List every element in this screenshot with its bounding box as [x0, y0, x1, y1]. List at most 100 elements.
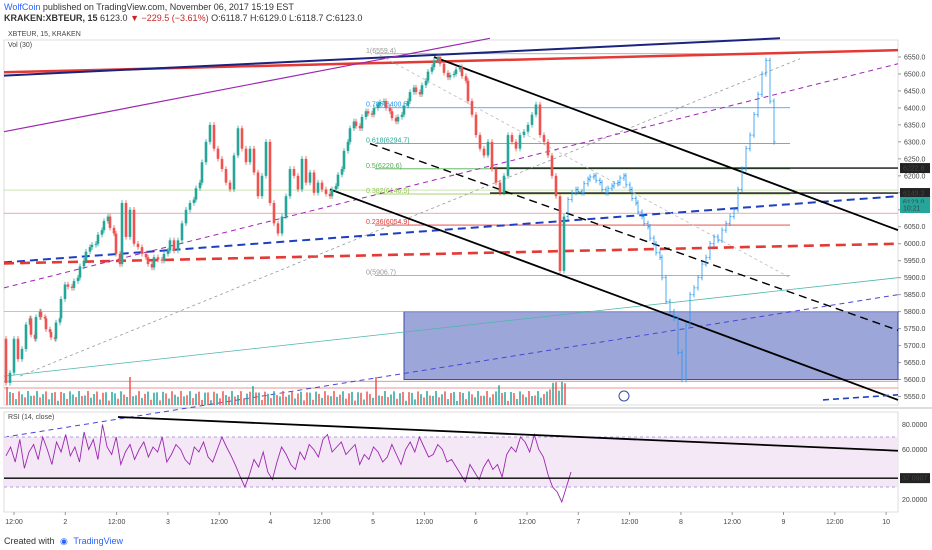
- candle-body: [228, 182, 232, 190]
- candle-body: [352, 121, 356, 129]
- candle-body: [558, 196, 562, 271]
- volume-bar: [480, 395, 482, 405]
- volume-bar: [333, 391, 335, 405]
- volume-bar: [384, 391, 386, 405]
- volume-bar: [111, 391, 113, 405]
- candle-body: [358, 126, 362, 129]
- candle-body: [506, 135, 510, 176]
- candle-body: [168, 240, 172, 251]
- volume-bar: [525, 397, 527, 405]
- candle-body: [140, 247, 144, 254]
- price-axis-label: 6200.0: [904, 173, 926, 180]
- candle-body: [82, 260, 86, 267]
- volume-bar: [267, 393, 269, 405]
- volume-bar: [84, 395, 86, 405]
- grey-dotted-trendline: [19, 58, 801, 377]
- time-axis-label: 12:00: [826, 519, 844, 526]
- candle-body: [208, 124, 212, 142]
- price-axis-badge: [900, 196, 930, 207]
- candle-body: [49, 332, 53, 338]
- volume-bar: [210, 400, 212, 405]
- volume-bar: [231, 391, 233, 405]
- candle-body: [260, 175, 264, 197]
- volume-bar: [342, 391, 344, 405]
- candle-body: [334, 186, 338, 190]
- volume-bar: [75, 397, 77, 405]
- volume-bar: [117, 398, 119, 405]
- candle-body: [244, 148, 248, 163]
- rsi-label: RSI (14, close): [8, 414, 54, 421]
- volume-bar: [9, 392, 11, 405]
- candle-body: [562, 216, 566, 271]
- volume-bar: [36, 391, 38, 405]
- candle-body: [288, 169, 292, 197]
- volume-bar: [258, 392, 260, 405]
- candle-body: [340, 169, 344, 175]
- time-axis-label: 12:00: [416, 519, 434, 526]
- tradingview-brand[interactable]: TradingView: [73, 536, 123, 546]
- chart-canvas[interactable]: 6550.06500.06450.06400.06350.06300.06250…: [0, 0, 932, 532]
- volume-bar: [504, 392, 506, 405]
- volume-bar: [99, 399, 101, 405]
- volume-bar: [549, 389, 551, 405]
- published-text: published on TradingView.com, November 0…: [42, 2, 294, 12]
- volume-bar: [177, 396, 179, 405]
- volume-bar: [66, 398, 68, 405]
- volume-bar: [228, 396, 230, 405]
- candle-body: [272, 202, 276, 224]
- volume-bar: [501, 392, 503, 405]
- candle-body: [526, 124, 530, 132]
- candle-body: [336, 174, 340, 186]
- candle-body: [58, 318, 62, 323]
- volume-bar: [351, 391, 353, 405]
- symbol-name: KRAKEN:XBTEUR, 15: [4, 13, 98, 23]
- candle-body: [220, 158, 224, 170]
- volume-bar: [468, 391, 470, 405]
- rsi-trendline: [117, 416, 899, 452]
- volume-bar: [546, 391, 548, 405]
- volume-bar: [174, 394, 176, 405]
- candle-body: [150, 264, 154, 268]
- candle-body: [194, 188, 198, 200]
- volume-bar: [108, 400, 110, 405]
- volume-bar: [330, 396, 332, 405]
- volume-bar: [249, 391, 251, 405]
- volume-bar: [306, 392, 308, 405]
- volume-bar: [294, 398, 296, 405]
- volume-bar: [492, 394, 494, 405]
- candle-body: [460, 67, 464, 77]
- volume-bar: [60, 391, 62, 405]
- volume-bar: [558, 390, 560, 405]
- candle-body: [394, 118, 398, 122]
- volume-bar: [144, 393, 146, 405]
- candle-body: [43, 317, 47, 319]
- candle-body: [364, 111, 368, 117]
- candle-body: [534, 104, 538, 115]
- price-axis-label: 5550.0: [904, 394, 926, 401]
- candle-body: [396, 116, 400, 122]
- candle-body: [16, 338, 20, 360]
- volume-bar: [315, 391, 317, 405]
- candle-body: [342, 150, 346, 170]
- volume-bar: [264, 391, 266, 405]
- rsi-axis-label: 20.0000: [902, 497, 927, 504]
- candle-body: [514, 141, 518, 149]
- time-axis-label: 12:00: [210, 519, 228, 526]
- candle-body: [498, 182, 502, 193]
- volume-bar: [45, 391, 47, 405]
- candle-body: [464, 76, 468, 81]
- candle-body: [378, 102, 382, 105]
- candle-body: [406, 101, 410, 106]
- time-axis-label: 6: [474, 519, 478, 526]
- volume-bar: [417, 391, 419, 405]
- rsi-line: [5, 424, 572, 504]
- volume-bar: [339, 394, 341, 405]
- time-axis-label: 12:00: [723, 519, 741, 526]
- volume-bar: [366, 391, 368, 405]
- author-link[interactable]: WolfCoin: [4, 2, 41, 12]
- fib-level-label: 0.786(6400.5): [366, 102, 410, 109]
- volume-bar: [234, 396, 236, 405]
- volume-bar: [165, 393, 167, 405]
- volume-bar: [393, 391, 395, 405]
- volume-bar: [6, 387, 8, 405]
